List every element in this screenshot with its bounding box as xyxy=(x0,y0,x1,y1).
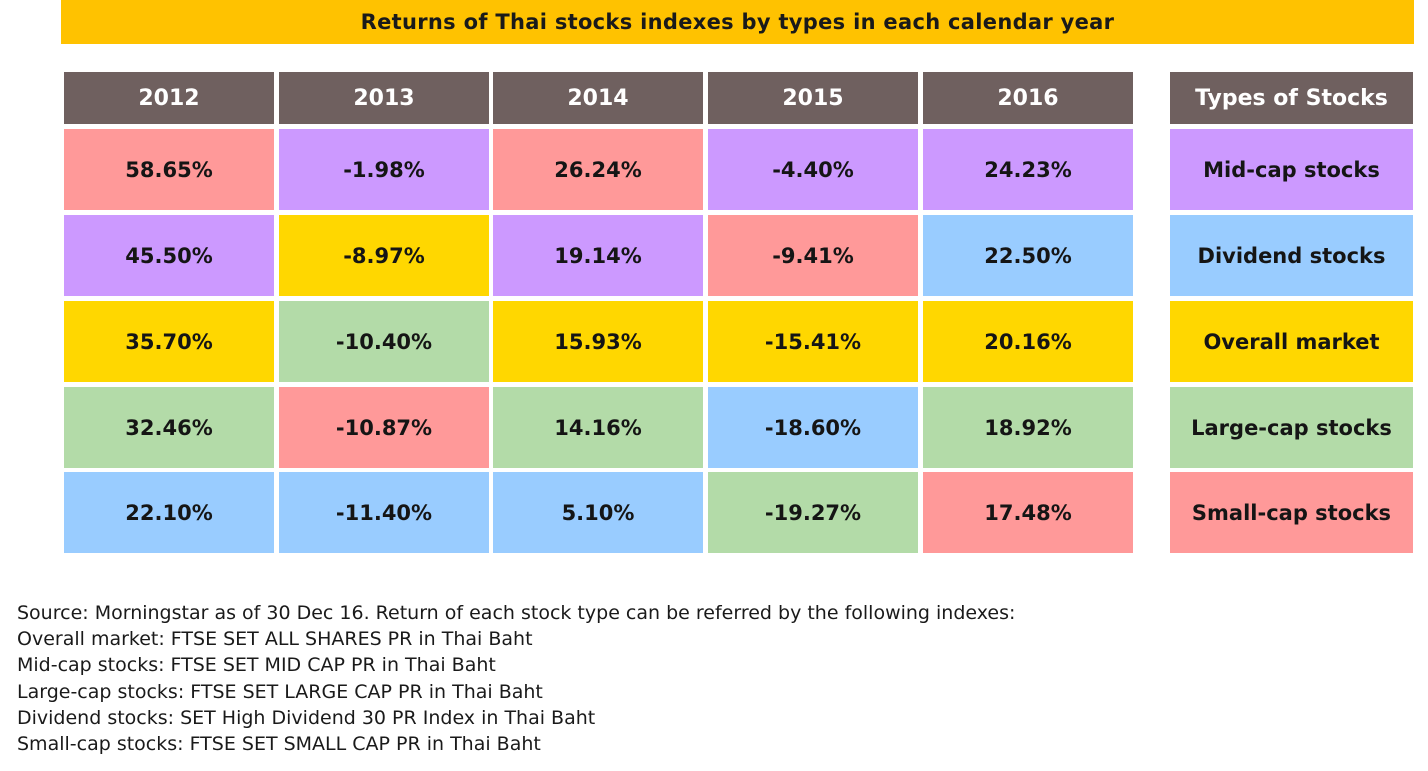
year-header-2016: 2016 xyxy=(923,72,1133,124)
return-cell: -4.40% xyxy=(708,129,918,210)
source-line: Overall market: FTSE SET ALL SHARES PR i… xyxy=(17,628,533,651)
year-header-2012: 2012 xyxy=(64,72,274,124)
return-cell: 35.70% xyxy=(64,301,274,382)
return-cell: 17.48% xyxy=(923,472,1133,553)
source-line: Source: Morningstar as of 30 Dec 16. Ret… xyxy=(17,602,1016,624)
return-cell: 22.10% xyxy=(64,472,274,553)
source-line: Mid-cap stocks: FTSE SET MID CAP PR in T… xyxy=(17,654,496,677)
return-cell: -11.40% xyxy=(279,472,489,553)
return-cell: -10.87% xyxy=(279,387,489,468)
year-header-2015: 2015 xyxy=(708,72,918,124)
return-cell: 24.23% xyxy=(923,129,1133,210)
return-cell: 26.24% xyxy=(493,129,703,210)
source-line: Small-cap stocks: FTSE SET SMALL CAP PR … xyxy=(17,733,541,756)
year-header-2013: 2013 xyxy=(279,72,489,124)
return-cell: 18.92% xyxy=(923,387,1133,468)
year-header-2014: 2014 xyxy=(493,72,703,124)
legend-type-overall-market: Overall market xyxy=(1170,301,1413,382)
legend-type-dividend-stocks: Dividend stocks xyxy=(1170,215,1413,296)
source-line: Large-cap stocks: FTSE SET LARGE CAP PR … xyxy=(17,680,543,703)
types-header: Types of Stocks xyxy=(1170,72,1413,124)
source-notes: Source: Morningstar as of 30 Dec 16. Ret… xyxy=(17,600,1397,757)
return-cell: 22.50% xyxy=(923,215,1133,296)
legend-type-mid-cap-stocks: Mid-cap stocks xyxy=(1170,129,1413,210)
return-cell: -1.98% xyxy=(279,129,489,210)
legend-type-large-cap-stocks: Large-cap stocks xyxy=(1170,387,1413,468)
return-cell: -18.60% xyxy=(708,387,918,468)
return-cell: -19.27% xyxy=(708,472,918,553)
return-cell: 5.10% xyxy=(493,472,703,553)
source-line: Dividend stocks: SET High Dividend 30 PR… xyxy=(17,706,596,729)
return-cell: 32.46% xyxy=(64,387,274,468)
return-cell: 58.65% xyxy=(64,129,274,210)
return-cell: -9.41% xyxy=(708,215,918,296)
return-cell: 20.16% xyxy=(923,301,1133,382)
return-cell: 45.50% xyxy=(64,215,274,296)
return-cell: -10.40% xyxy=(279,301,489,382)
return-cell: 14.16% xyxy=(493,387,703,468)
return-cell: -15.41% xyxy=(708,301,918,382)
return-cell: 15.93% xyxy=(493,301,703,382)
legend-type-small-cap-stocks: Small-cap stocks xyxy=(1170,472,1413,553)
return-cell: -8.97% xyxy=(279,215,489,296)
chart-title: Returns of Thai stocks indexes by types … xyxy=(61,0,1414,44)
return-cell: 19.14% xyxy=(493,215,703,296)
